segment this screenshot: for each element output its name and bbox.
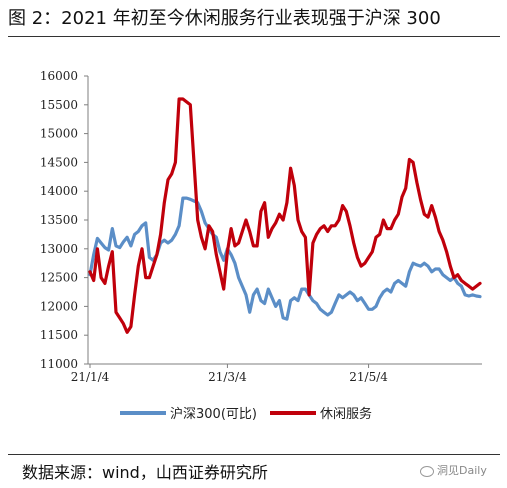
line-chart: 11000 11500 12000 12500 13000 13500 14000 14500… — [40, 69, 482, 422]
y-tick-label: 14000 — [40, 184, 78, 198]
y-tick-label: 15000 — [40, 127, 78, 141]
axes: 11000 11500 12000 12500 13000 13500 14000 14500… — [40, 69, 482, 384]
y-tick-label: 12500 — [40, 271, 78, 285]
legend: 沪深300(可比) 休闲服务 — [120, 406, 372, 422]
y-tick-label: 11000 — [40, 357, 78, 371]
chart-title: 图 2：2021 年初至今休闲服务行业表现强于沪深 300 — [8, 8, 441, 29]
y-tick-label: 13500 — [40, 213, 78, 227]
legend-label: 休闲服务 — [320, 406, 372, 422]
title-divider — [8, 36, 500, 37]
watermark: 洞见Daily — [420, 462, 487, 478]
footer-divider — [8, 454, 500, 455]
y-tick-label: 16000 — [40, 69, 78, 83]
y-tick-label: 12000 — [40, 299, 78, 313]
y-tick-label: 14500 — [40, 155, 78, 169]
y-tick-label: 15500 — [40, 98, 78, 112]
wechat-icon — [420, 465, 434, 477]
y-tick-label: 11500 — [40, 328, 78, 342]
y-tick-label: 13000 — [40, 242, 78, 256]
x-tick-label: 21/1/4 — [71, 370, 110, 384]
x-tick-label: 21/3/4 — [208, 370, 247, 384]
x-tick-label: 21/5/4 — [349, 370, 388, 384]
data-source: 数据来源：wind，山西证券研究所 — [22, 463, 268, 482]
series-line-leisure — [88, 97, 482, 334]
legend-label: 沪深300(可比) — [170, 406, 257, 422]
watermark-text: 洞见Daily — [437, 464, 487, 477]
plot-area — [88, 97, 482, 334]
